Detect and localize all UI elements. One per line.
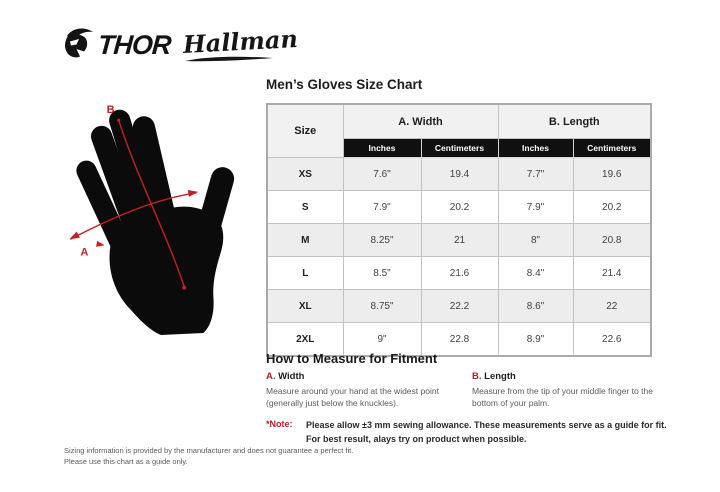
col-header-size: Size bbox=[266, 103, 344, 158]
cell-width-cm: 20.2 bbox=[420, 190, 499, 224]
measure-width-label: A. Width bbox=[266, 371, 466, 382]
cell-length-cm: 22 bbox=[572, 289, 652, 323]
cell-width-in: 9" bbox=[342, 322, 422, 357]
measure-length-label: B. Length bbox=[472, 371, 676, 382]
col-header-width-group: A. Width bbox=[342, 103, 499, 139]
hand-silhouette-graphic: B A bbox=[69, 104, 235, 335]
table-row-xs: XS 7.6" 19.4 7.7" 19.6 bbox=[266, 157, 652, 191]
cell-size: S bbox=[266, 190, 344, 224]
hallman-wordmark: Hallman bbox=[182, 24, 299, 59]
cell-length-in: 8.4" bbox=[497, 256, 574, 290]
cell-length-cm: 20.2 bbox=[572, 190, 652, 224]
measure-width-block: A. Width Measure around your hand at the… bbox=[266, 371, 466, 410]
cell-length-in: 8.6" bbox=[497, 289, 574, 323]
cell-length-cm: 21.4 bbox=[572, 256, 652, 290]
table-row-s: S 7.9" 20.2 7.9" 20.2 bbox=[266, 190, 652, 224]
hand-measurement-diagram: B A bbox=[56, 84, 258, 336]
hallman-underline-flourish bbox=[183, 50, 275, 68]
cell-width-cm: 22.2 bbox=[420, 289, 499, 323]
fitment-heading: How to Measure for Fitment bbox=[266, 351, 438, 366]
measure-length-block: B. Length Measure from the tip of your m… bbox=[472, 371, 676, 410]
cell-width-in: 7.6" bbox=[342, 157, 422, 191]
page-title: Men’s Gloves Size Chart bbox=[266, 77, 423, 92]
cell-length-cm: 22.6 bbox=[572, 322, 652, 357]
footer-disclaimer: Sizing information is provided by the ma… bbox=[64, 445, 353, 468]
cell-width-in: 7.9" bbox=[342, 190, 422, 224]
cell-width-cm: 21 bbox=[420, 223, 499, 257]
col-header-width-inches: Inches bbox=[342, 138, 422, 158]
note-label: *Note: bbox=[266, 419, 293, 429]
note-block: *Note: Please allow ±3 mm sewing allowan… bbox=[266, 419, 686, 446]
cell-width-in: 8.75" bbox=[342, 289, 422, 323]
measure-width-letter: A. bbox=[266, 371, 276, 382]
cell-length-cm: 19.6 bbox=[572, 157, 652, 191]
thor-wordmark: THOR bbox=[96, 30, 172, 60]
cell-length-in: 8.9" bbox=[497, 322, 574, 357]
table-row-2xl: 2XL 9" 22.8 8.9" 22.6 bbox=[266, 322, 652, 357]
measure-length-description: Measure from the tip of your middle fing… bbox=[472, 386, 653, 409]
cell-length-in: 7.9" bbox=[497, 190, 574, 224]
table-row-l: L 8.5" 21.6 8.4" 21.4 bbox=[266, 256, 652, 290]
cell-width-cm: 19.4 bbox=[420, 157, 499, 191]
cell-size: 2XL bbox=[266, 322, 344, 357]
measure-width-description: Measure around your hand at the widest p… bbox=[266, 386, 439, 409]
cell-length-in: 8" bbox=[497, 223, 574, 257]
diagram-label-b: B bbox=[107, 104, 115, 116]
cell-length-cm: 20.8 bbox=[572, 223, 652, 257]
col-header-width-centimeters: Centimeters bbox=[420, 138, 499, 158]
measure-width-word: Width bbox=[278, 371, 305, 382]
col-header-length-centimeters: Centimeters bbox=[572, 138, 652, 158]
col-header-length-inches: Inches bbox=[497, 138, 574, 158]
table-row-m: M 8.25" 21 8" 20.8 bbox=[266, 223, 652, 257]
cell-size: XL bbox=[266, 289, 344, 323]
cell-width-in: 8.25" bbox=[342, 223, 422, 257]
cell-size: L bbox=[266, 256, 344, 290]
cell-length-in: 7.7" bbox=[497, 157, 574, 191]
footer-line-2: Please use this chart as a guide only. bbox=[64, 457, 188, 467]
hallman-logo: Hallman bbox=[182, 24, 299, 68]
note-text: Please allow ±3 mm sewing allowance. The… bbox=[306, 420, 667, 444]
footer-line-1: Sizing information is provided by the ma… bbox=[64, 446, 354, 455]
measure-length-letter: B. bbox=[472, 371, 482, 382]
cell-size: XS bbox=[266, 157, 344, 191]
brand-logos: THOR bbox=[62, 26, 172, 65]
col-header-length-group: B. Length bbox=[497, 103, 652, 139]
measure-length-word: Length bbox=[484, 371, 516, 382]
size-chart-table: Size A. Width B. Length Inches Centimete… bbox=[266, 103, 652, 357]
thor-helmet-icon bbox=[62, 26, 96, 65]
table-row-xl: XL 8.75" 22.2 8.6" 22 bbox=[266, 289, 652, 323]
measurement-lines bbox=[69, 120, 197, 287]
table-unit-header-row: Inches Centimeters Inches Centimeters bbox=[267, 138, 652, 158]
cell-size: M bbox=[266, 223, 344, 257]
cell-width-cm: 21.6 bbox=[420, 256, 499, 290]
table-group-header-row: Size A. Width B. Length bbox=[266, 103, 652, 158]
cell-width-in: 8.5" bbox=[342, 256, 422, 290]
diagram-label-a: A bbox=[80, 246, 88, 258]
thor-logo: THOR bbox=[62, 26, 172, 65]
